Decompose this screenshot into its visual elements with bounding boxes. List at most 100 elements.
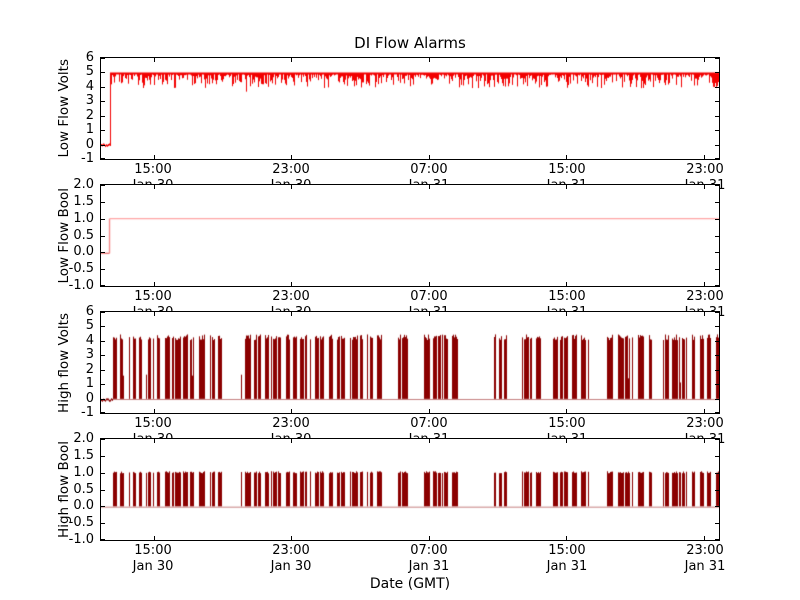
y-tick-label: 2: [85, 361, 94, 377]
tick-mark: [715, 341, 719, 342]
tick-mark: [154, 58, 155, 62]
ylabel-high-flow-bool: High flow Bool: [54, 438, 74, 541]
tick-mark: [101, 355, 105, 356]
tick-mark: [715, 370, 719, 371]
tick-mark: [101, 341, 105, 342]
x-tick-time: 15:00: [134, 289, 172, 304]
y-tick-label: -1: [81, 405, 94, 420]
tick-mark: [101, 285, 105, 286]
tick-mark: [101, 236, 105, 237]
tick-mark: [715, 439, 719, 440]
tick-mark: [715, 219, 719, 220]
tick-mark: [291, 312, 292, 316]
tick-mark: [101, 116, 105, 117]
tick-mark: [715, 412, 719, 413]
x-tick-time: 23:00: [272, 289, 310, 304]
tick-mark: [704, 282, 705, 286]
tick-mark: [291, 409, 292, 413]
tick-mark: [566, 58, 567, 62]
tick-mark: [154, 409, 155, 413]
y-tick-label: 6: [85, 50, 94, 65]
x-tick-time: 23:00: [272, 162, 310, 177]
tick-mark: [704, 409, 705, 413]
x-tick-time: 15:00: [134, 162, 172, 177]
tick-mark: [101, 412, 105, 413]
x-tick-time: 23:00: [686, 162, 724, 177]
y-tick-label: 0: [85, 390, 94, 406]
tick-mark: [704, 58, 705, 62]
tick-mark: [101, 202, 105, 203]
tick-mark: [715, 145, 719, 146]
tick-mark: [715, 506, 719, 507]
tick-mark: [715, 72, 719, 73]
y-tick-label: 0.5: [73, 227, 94, 243]
tick-mark: [715, 326, 719, 327]
ylabel-text: High flow Bool: [56, 441, 72, 538]
tick-mark: [715, 185, 719, 186]
tick-mark: [566, 312, 567, 316]
tick-mark: [429, 439, 430, 443]
tick-mark: [101, 326, 105, 327]
tick-mark: [154, 282, 155, 286]
signal-trace-high-flow-volts: [101, 312, 719, 413]
x-tick-time: 07:00: [410, 162, 448, 177]
tick-mark: [715, 490, 719, 491]
tick-mark: [101, 473, 105, 474]
x-tick-date: Jan 30: [270, 559, 312, 574]
x-tick-time: 23:00: [272, 543, 310, 558]
tick-mark: [101, 523, 105, 524]
tick-mark: [101, 384, 105, 385]
tick-mark: [101, 158, 105, 159]
tick-mark: [566, 536, 567, 540]
tick-mark: [101, 456, 105, 457]
y-tick-label: -0.5: [68, 261, 94, 277]
tick-mark: [154, 185, 155, 189]
y-tick-label: -1: [81, 151, 94, 166]
tick-mark: [715, 399, 719, 400]
tick-mark: [704, 155, 705, 159]
y-tick-label: 1.0: [73, 210, 94, 226]
tick-mark: [704, 439, 705, 443]
subplot-high-flow-volts: [100, 311, 720, 414]
tick-mark: [715, 269, 719, 270]
x-tick-time: 15:00: [134, 543, 172, 558]
signal-trace-high-flow-bool: [101, 439, 719, 540]
x-tick-time: 23:00: [272, 416, 310, 431]
y-tick-label: 0.5: [73, 481, 94, 497]
ylabel-text: Low Flow Volts: [56, 59, 72, 158]
x-tick-time: 15:00: [548, 543, 586, 558]
chart-title: DI Flow Alarms: [354, 34, 466, 52]
tick-mark: [715, 252, 719, 253]
x-tick-time: 23:00: [686, 289, 724, 304]
tick-mark: [715, 473, 719, 474]
tick-mark: [704, 312, 705, 316]
tick-mark: [566, 155, 567, 159]
tick-mark: [101, 269, 105, 270]
tick-mark: [291, 155, 292, 159]
ylabel-low-flow-bool: Low Flow Bool: [54, 184, 74, 287]
y-tick-label: 1.0: [73, 464, 94, 480]
tick-mark: [101, 185, 105, 186]
tick-mark: [715, 236, 719, 237]
tick-mark: [715, 285, 719, 286]
ylabel-high-flow-volts: High flow Volts: [54, 311, 74, 414]
ylabel-low-flow-volts: Low Flow Volts: [54, 57, 74, 160]
y-tick-label: 1.5: [73, 447, 94, 463]
x-tick-time: 15:00: [134, 416, 172, 431]
tick-mark: [429, 185, 430, 189]
tick-mark: [715, 355, 719, 356]
tick-mark: [291, 282, 292, 286]
y-tick-label: -0.5: [68, 515, 94, 531]
tick-mark: [154, 439, 155, 443]
tick-mark: [715, 312, 719, 313]
tick-mark: [429, 536, 430, 540]
tick-mark: [704, 185, 705, 189]
y-tick-label: 4: [85, 78, 94, 94]
y-tick-label: 6: [85, 304, 94, 319]
tick-mark: [101, 58, 105, 59]
x-tick-time: 23:00: [686, 543, 724, 558]
tick-mark: [715, 101, 719, 102]
y-tick-label: 1: [85, 122, 94, 138]
x-tick-time: 07:00: [410, 416, 448, 431]
